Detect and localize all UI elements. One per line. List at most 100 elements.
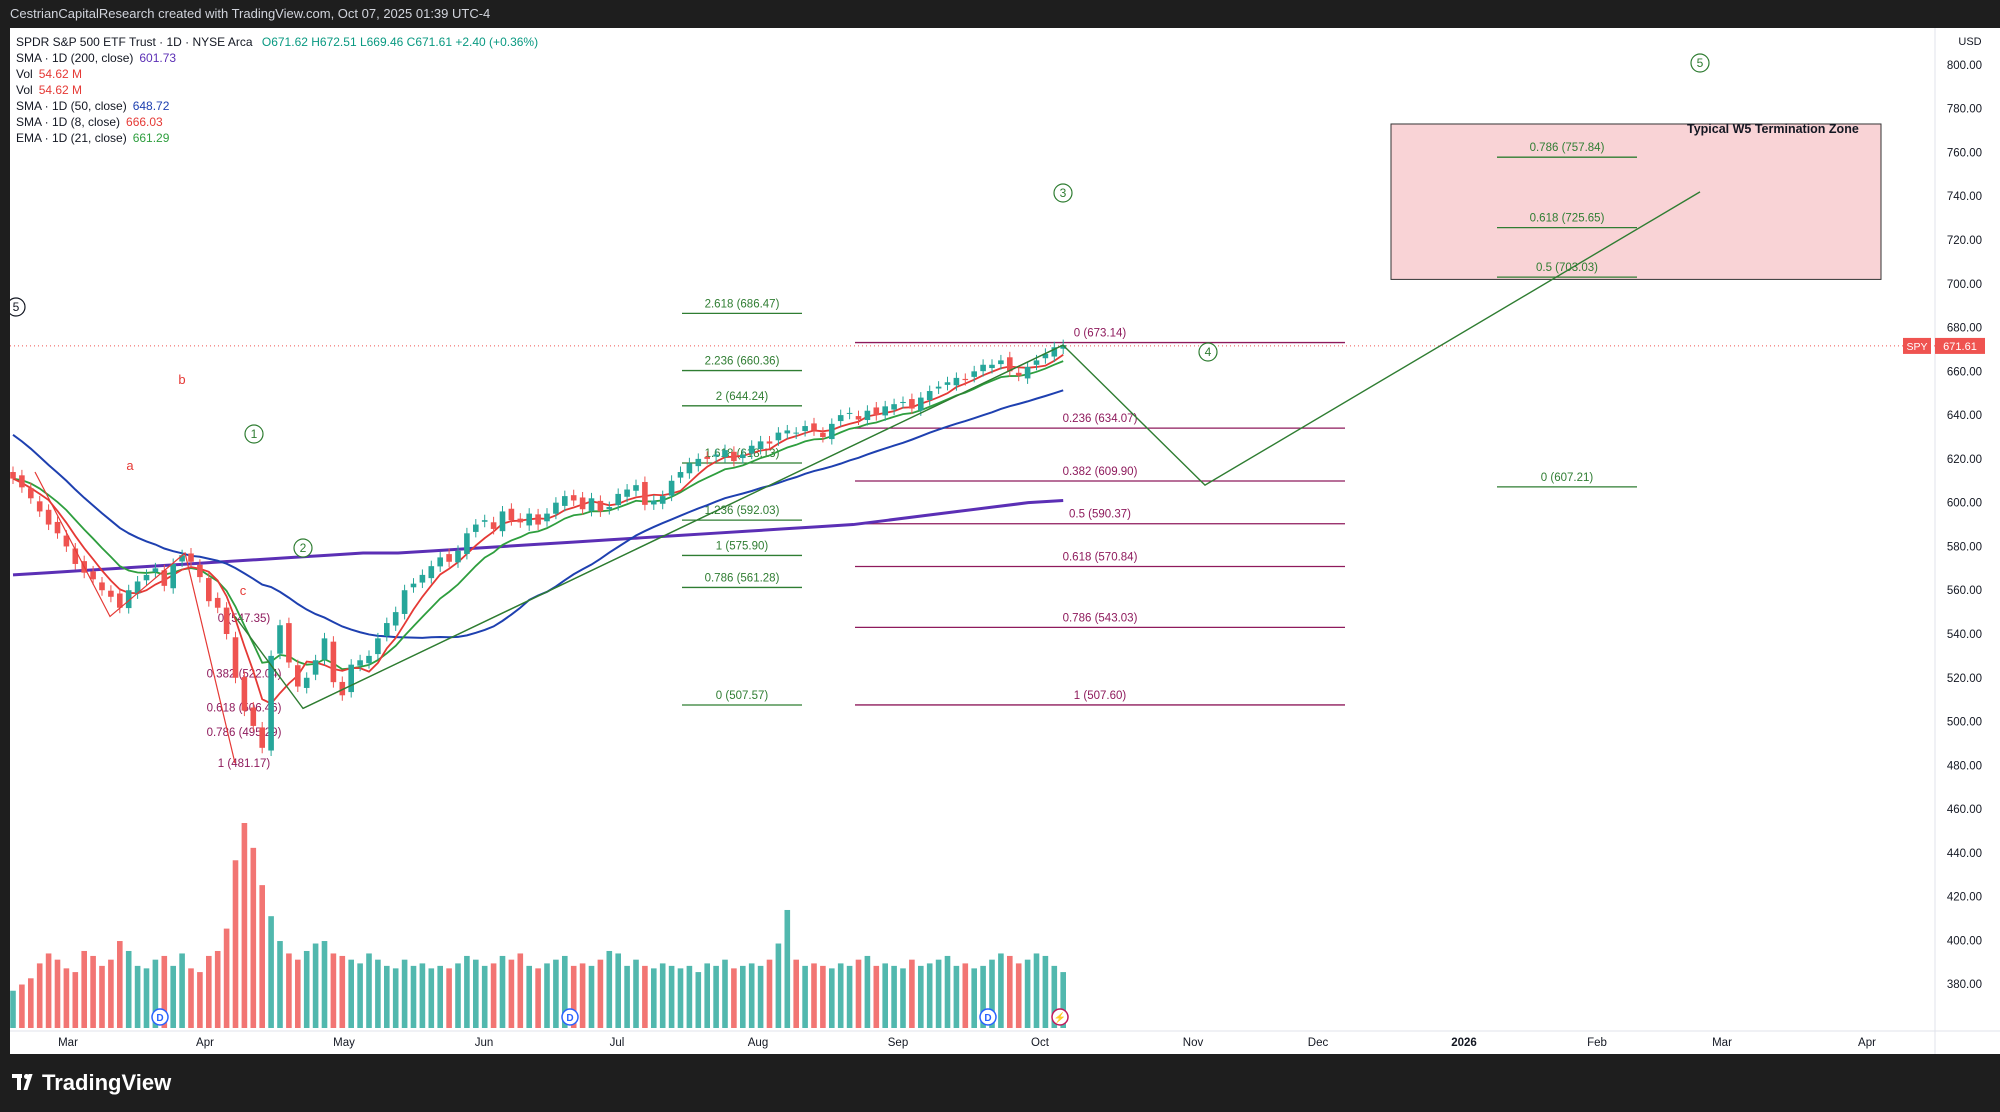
price-tick-label: 520.00: [1947, 673, 1982, 685]
candle-body: [206, 578, 212, 602]
event-marker: [979, 1008, 997, 1026]
volume-bar: [508, 959, 515, 1028]
candle-body: [250, 707, 257, 726]
volume-bar: [303, 950, 310, 1028]
candle-body: [935, 386, 942, 389]
candle-body: [197, 564, 203, 578]
candle-body: [633, 485, 639, 491]
price-tick-label: 800.00: [1947, 60, 1982, 72]
legend-indicator-label: Vol: [16, 83, 33, 97]
candle-body: [695, 458, 702, 467]
volume-bar: [446, 968, 452, 1028]
volume-bar: [855, 959, 862, 1028]
candle-body: [54, 521, 61, 534]
abc-label: b: [178, 372, 185, 387]
candle-body: [481, 520, 488, 522]
volume-bar: [909, 959, 915, 1028]
candle-body: [624, 489, 630, 497]
time-tick-label: Oct: [1031, 1037, 1050, 1049]
time-tick-label: Mar: [58, 1037, 78, 1049]
time-tick-label: Apr: [1858, 1037, 1876, 1049]
wave-label: 3: [1060, 186, 1067, 200]
volume-bar: [63, 968, 70, 1028]
candle-body: [971, 371, 977, 377]
volume-bar: [214, 950, 221, 1028]
candle-body: [998, 360, 1004, 365]
candle-body: [170, 563, 176, 589]
time-tick-label: Aug: [748, 1037, 768, 1049]
fib-retracement-label: 0 (673.14): [1074, 328, 1127, 340]
volume-bar: [731, 968, 737, 1028]
candle-body: [241, 677, 248, 711]
candle-body: [837, 415, 844, 422]
legend: SPDR S&P 500 ETF Trust · 1D · NYSE Arca …: [16, 34, 538, 146]
candle-body: [775, 432, 782, 441]
volume-bar: [161, 955, 168, 1028]
candle-body: [10, 472, 16, 479]
candle-body: [722, 450, 728, 458]
volume-bar: [223, 928, 230, 1028]
candle-body: [820, 432, 826, 437]
candle-body: [811, 423, 817, 431]
fib-retracement-label: 0.618 (570.84): [1063, 551, 1138, 563]
currency-label: USD: [1958, 36, 1981, 48]
candle-body: [357, 660, 363, 666]
fib-target-label: 0.786 (757.84): [1530, 142, 1605, 154]
volume-bar: [873, 965, 880, 1028]
candle-body: [1051, 347, 1058, 357]
candle-body: [259, 727, 265, 748]
fib-retracement-label: 0.236 (634.07): [1063, 413, 1138, 425]
volume-bar: [926, 963, 933, 1028]
candle-body: [117, 593, 123, 608]
volume-bar: [544, 963, 550, 1028]
time-tick-label: Apr: [196, 1037, 214, 1049]
candle-body: [526, 513, 532, 526]
price-tick-label: 480.00: [1947, 760, 1982, 772]
volume-bar: [579, 963, 586, 1028]
fib-extension-label: 2.618 (686.47): [705, 298, 780, 310]
event-marker-label: D: [566, 1013, 573, 1024]
volume-bar: [757, 965, 764, 1028]
fib-retracement-label: 0.382 (609.90): [1063, 466, 1138, 478]
candle-body: [90, 571, 96, 580]
volume-bar: [250, 847, 257, 1028]
chart-panel[interactable]: USD 380.00 400.00 420.00 440.00 460.00 480.00 5…: [10, 28, 2000, 1054]
candle-body: [784, 430, 791, 434]
fib-extension-label: 1 (575.90): [716, 540, 769, 552]
price-tick-label: 580.00: [1947, 541, 1982, 553]
legend-indicator-value: 601.73: [139, 51, 177, 65]
fib-extension-label: 2 (644.24): [716, 391, 769, 403]
wave-label-circle: [1053, 183, 1073, 203]
volume-bar: [410, 965, 417, 1028]
candle-body: [864, 410, 871, 421]
candle-body: [1042, 353, 1049, 359]
candle-body: [944, 382, 951, 385]
candle-body: [757, 441, 764, 450]
candle-body: [437, 557, 443, 567]
candle-body: [873, 407, 880, 416]
volume-bar: [108, 959, 114, 1028]
candle-body: [1015, 372, 1022, 376]
candle-body: [428, 566, 435, 579]
candle-body: [793, 432, 799, 434]
volume-bar: [597, 959, 604, 1028]
volume-bar: [748, 963, 755, 1028]
volume-bar: [784, 909, 791, 1028]
volume-bar: [935, 959, 942, 1028]
price-tick-label: 760.00: [1947, 147, 1982, 159]
candle-body: [179, 555, 185, 562]
candle-body: [677, 472, 684, 478]
event-marker: [561, 1008, 579, 1026]
volume-bar: [179, 953, 185, 1028]
volume-bar: [953, 965, 960, 1028]
price-chart[interactable]: USD 380.00 400.00 420.00 440.00 460.00 480.00 5…: [10, 28, 2000, 1054]
candle-body: [615, 493, 621, 506]
candle-body: [962, 378, 969, 381]
candle-body: [909, 399, 915, 409]
candle-body: [455, 550, 461, 563]
legend-indicator-5: EMA · 1D (21, close) 661.29: [16, 130, 538, 146]
event-marker: [151, 1008, 169, 1026]
volume-bar: [45, 953, 52, 1028]
volume-bar: [811, 963, 817, 1028]
legend-indicator-1: Vol 54.62 M: [16, 66, 538, 82]
